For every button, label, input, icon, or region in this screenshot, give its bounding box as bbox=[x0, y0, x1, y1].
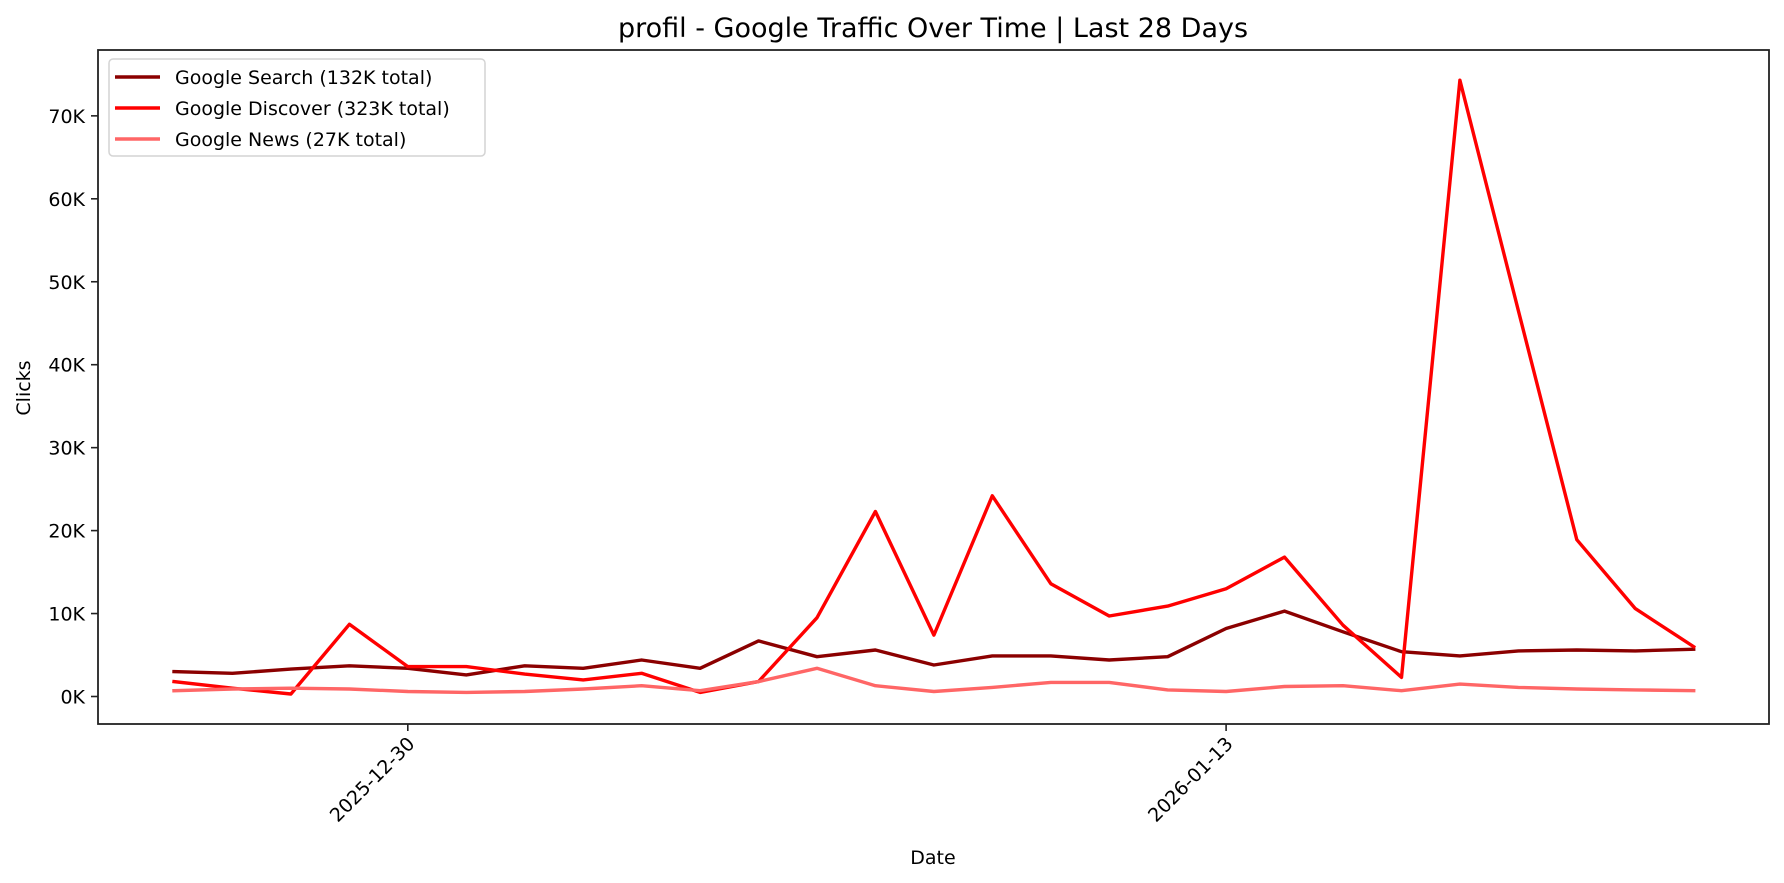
y-tick-label: 60K bbox=[48, 189, 85, 211]
y-tick-label: 40K bbox=[48, 355, 85, 377]
legend-item: Google Search (132K total) bbox=[115, 67, 432, 89]
y-tick-label: 20K bbox=[48, 521, 85, 543]
x-axis: 2025-12-30 2026-01-13 bbox=[326, 724, 1238, 827]
plot-frame bbox=[97, 49, 1770, 725]
y-axis: 0K 10K 20K 30K 40K 50K 60K 70K bbox=[48, 106, 98, 709]
chart-title: profil - Google Traffic Over Time | Last… bbox=[618, 13, 1248, 44]
legend-item: Google News (27K total) bbox=[115, 129, 406, 151]
x-tick-label: 2025-12-30 bbox=[326, 733, 420, 827]
series-line-0 bbox=[172, 609, 1696, 677]
series-line-2 bbox=[172, 666, 1696, 695]
x-axis-label: Date bbox=[910, 847, 955, 869]
plot-area bbox=[172, 78, 1697, 696]
y-tick-label: 0K bbox=[60, 687, 85, 709]
y-axis-label: Clicks bbox=[13, 360, 35, 415]
legend-label: Google News (27K total) bbox=[175, 129, 406, 151]
series-line-1 bbox=[172, 78, 1697, 696]
y-tick-label: 70K bbox=[48, 106, 85, 128]
legend: Google Search (132K total) Google Discove… bbox=[108, 58, 486, 157]
legend-box bbox=[108, 58, 486, 157]
y-tick-label: 10K bbox=[48, 604, 85, 626]
x-tick-label: 2026-01-13 bbox=[1144, 733, 1238, 827]
legend-label: Google Discover (323K total) bbox=[175, 98, 450, 120]
y-tick-label: 50K bbox=[48, 272, 85, 294]
legend-label: Google Search (132K total) bbox=[175, 67, 432, 89]
legend-item: Google Discover (323K total) bbox=[115, 98, 450, 120]
y-tick-label: 30K bbox=[48, 438, 85, 460]
